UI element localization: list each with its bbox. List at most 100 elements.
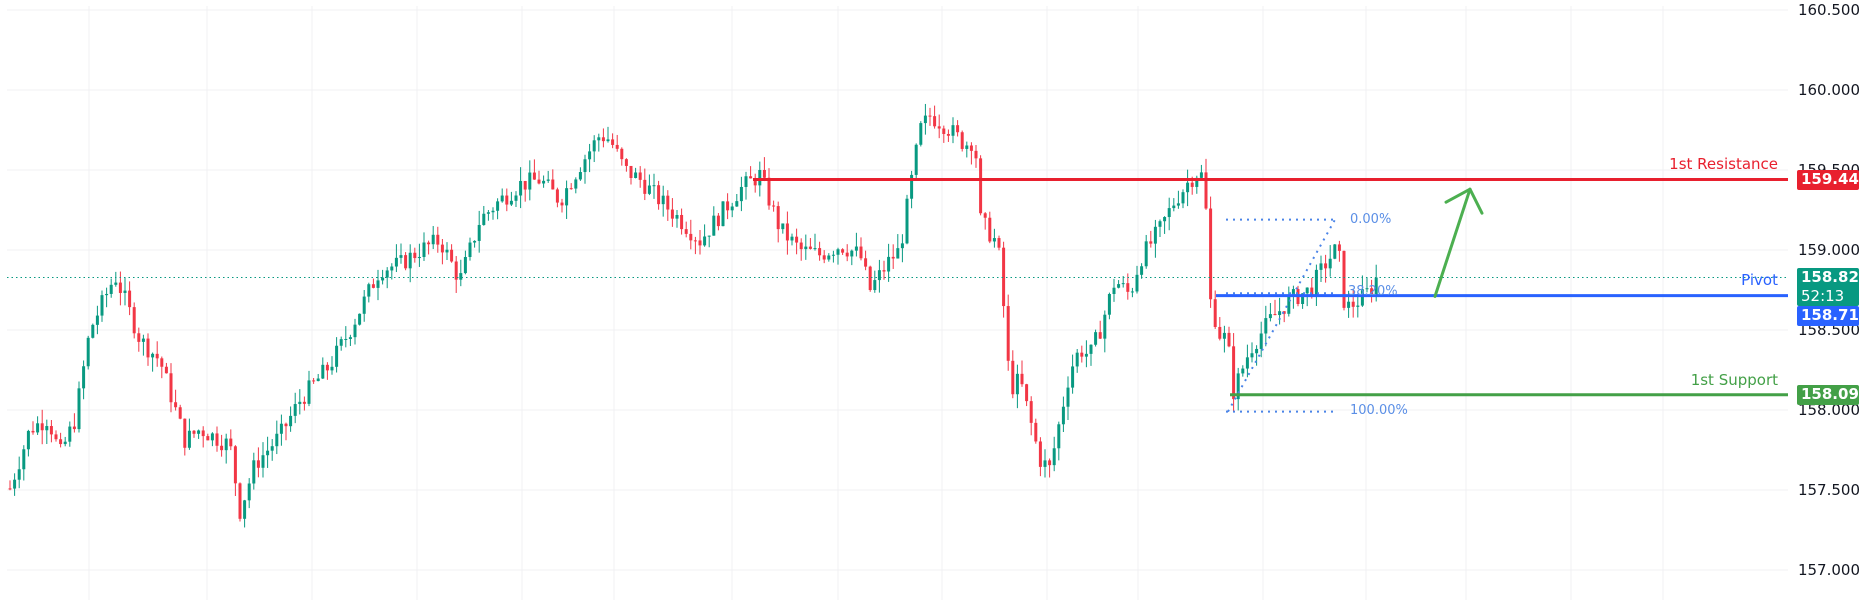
- candle: [983, 212, 987, 230]
- candle: [1140, 263, 1144, 279]
- candle: [450, 244, 454, 263]
- candle: [335, 337, 339, 373]
- candle: [1015, 364, 1019, 409]
- candle: [735, 193, 739, 207]
- candle: [1314, 264, 1318, 307]
- candle: [486, 209, 490, 221]
- resistance-level-label: 1st Resistance: [1669, 155, 1778, 173]
- candle: [808, 238, 812, 250]
- candle: [1107, 292, 1111, 320]
- candle: [1264, 305, 1268, 347]
- candle: [376, 269, 380, 301]
- candle: [1020, 360, 1024, 387]
- candle: [785, 211, 789, 255]
- up-arrow-icon[interactable]: [1433, 187, 1472, 298]
- candle: [358, 313, 362, 326]
- fib-trendline[interactable]: [1227, 219, 1336, 413]
- arrowhead-icon: [1444, 187, 1484, 215]
- candle: [1232, 333, 1236, 412]
- candle: [813, 233, 817, 251]
- candle: [615, 134, 619, 152]
- candle: [1291, 285, 1295, 309]
- candle: [1048, 458, 1052, 478]
- candle: [739, 176, 743, 212]
- candle: [1227, 326, 1231, 348]
- candle: [542, 175, 546, 188]
- candle: [528, 160, 532, 201]
- candle: [638, 166, 642, 188]
- candle: [1098, 320, 1102, 339]
- candle: [215, 426, 219, 452]
- candle: [841, 248, 845, 255]
- candle: [1167, 197, 1171, 231]
- candle: [1186, 169, 1190, 207]
- candle: [49, 419, 53, 443]
- candle: [854, 232, 858, 257]
- candle: [206, 433, 210, 441]
- candle: [1011, 350, 1015, 399]
- candle: [330, 356, 334, 375]
- candle: [956, 120, 960, 137]
- candle: [197, 429, 201, 439]
- candle: [26, 429, 30, 457]
- candle: [413, 247, 417, 263]
- candle: [1342, 250, 1346, 311]
- candle: [422, 232, 426, 261]
- candle: [822, 250, 826, 264]
- candle: [721, 201, 725, 227]
- candle: [1278, 297, 1282, 325]
- candle: [523, 180, 527, 202]
- candle: [105, 287, 109, 308]
- candle: [454, 256, 458, 293]
- candle: [583, 154, 587, 184]
- candle: [864, 250, 868, 271]
- candle: [233, 445, 237, 497]
- candle: [804, 234, 808, 260]
- current-price-tag: 158.828 52:13: [1797, 268, 1869, 306]
- candle: [404, 252, 408, 271]
- candle: [565, 180, 569, 219]
- candle: [468, 237, 472, 261]
- candle: [1209, 196, 1213, 308]
- candle: [238, 482, 242, 522]
- candle: [1287, 286, 1291, 317]
- candle: [381, 269, 385, 285]
- candle: [551, 169, 555, 190]
- candle: [730, 202, 734, 218]
- candle: [919, 121, 923, 147]
- candle: [459, 259, 463, 287]
- pivot-level-label: Pivot: [1741, 271, 1778, 289]
- candle: [965, 141, 969, 158]
- candle: [606, 126, 610, 143]
- candle: [496, 198, 500, 220]
- candle: [201, 426, 205, 448]
- candle: [114, 271, 118, 287]
- candle: [601, 128, 605, 148]
- candle: [799, 238, 803, 261]
- candle: [850, 249, 854, 266]
- candle: [371, 278, 375, 289]
- candle: [151, 352, 155, 372]
- candle: [77, 381, 81, 433]
- candle: [17, 456, 21, 489]
- candle: [86, 335, 90, 370]
- price-axis-tick: 160.000: [1797, 81, 1860, 99]
- candle: [91, 323, 95, 339]
- candle: [279, 414, 283, 446]
- candle: [390, 263, 394, 280]
- candle: [1084, 340, 1088, 368]
- candle: [1153, 219, 1157, 258]
- candle: [220, 434, 224, 457]
- candle: [620, 147, 624, 166]
- candle: [1025, 383, 1029, 407]
- candle: [164, 362, 168, 374]
- candle: [339, 336, 343, 351]
- candle: [59, 432, 63, 448]
- candle: [473, 240, 477, 248]
- support-level-label: 1st Support: [1690, 371, 1778, 389]
- candle: [482, 205, 486, 226]
- candle: [680, 208, 684, 235]
- resistance-price-tag: 159.441: [1797, 170, 1869, 190]
